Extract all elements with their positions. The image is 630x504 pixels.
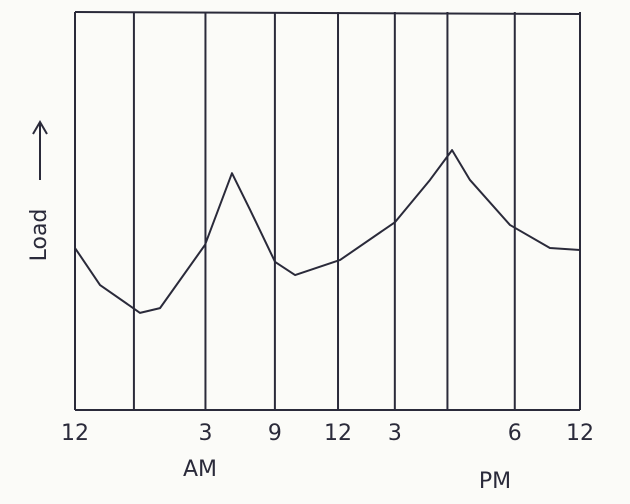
x-tick-label: 12 xyxy=(566,421,594,446)
y-axis-label: Load xyxy=(27,209,52,262)
pm-annotation: PM xyxy=(479,469,511,494)
x-tick-label: 6 xyxy=(508,421,522,446)
x-tick-label: 3 xyxy=(198,421,212,446)
x-tick-label: 12 xyxy=(324,421,352,446)
am-annotation: AM xyxy=(183,457,217,482)
x-tick-label: 3 xyxy=(388,421,402,446)
plot-top-border xyxy=(74,11,581,15)
x-tick-label: 12 xyxy=(61,421,89,446)
x-tick-label: 9 xyxy=(268,421,282,446)
load-curve xyxy=(74,149,581,314)
y-axis-arrow xyxy=(32,120,48,180)
